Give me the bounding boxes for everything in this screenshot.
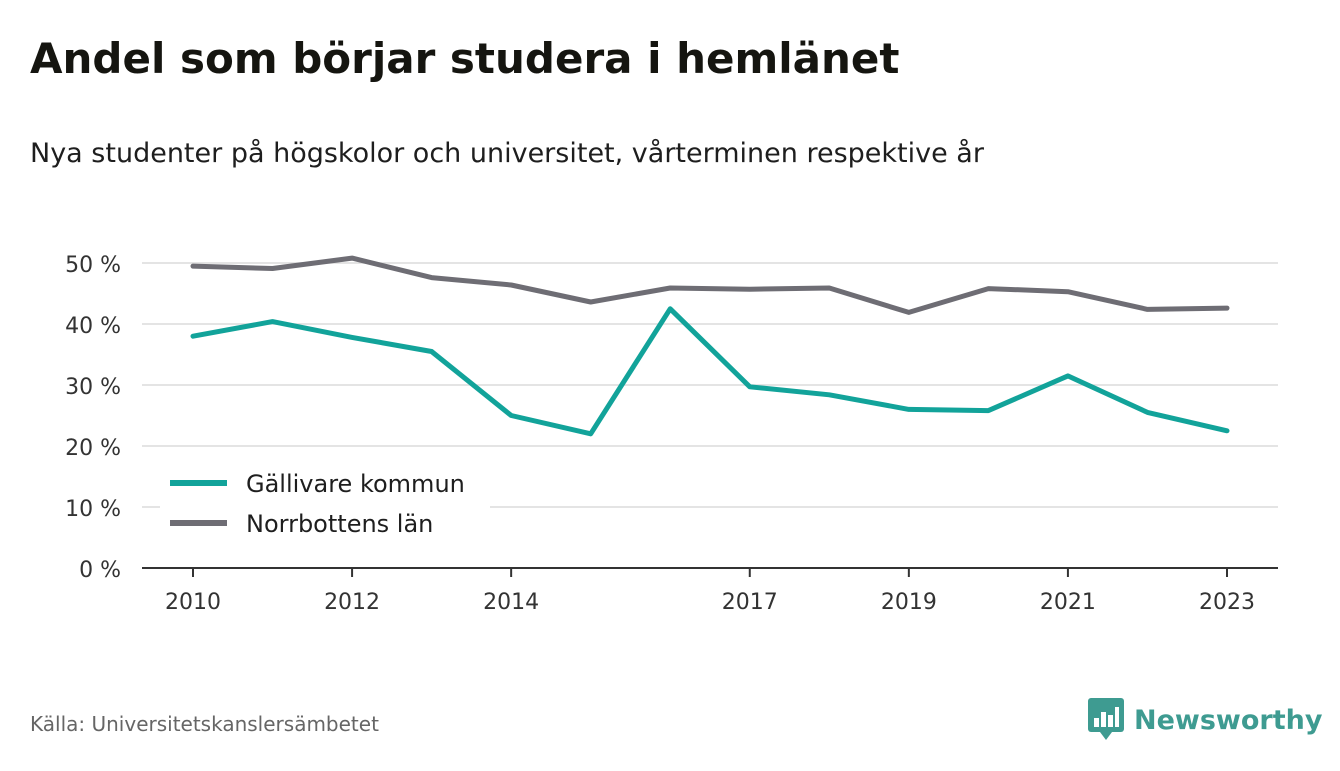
series-lines: [190, 255, 1230, 437]
y-tick-label: 0 %: [79, 558, 121, 583]
x-tick-label: 2017: [722, 590, 778, 615]
newsworthy-bar-chart-icon: [1088, 698, 1124, 740]
brand-logo: Newsworthy: [1088, 698, 1322, 742]
legend-label: Gällivare kommun: [246, 470, 465, 498]
x-tick-label: 2019: [881, 590, 937, 615]
y-tick-label: 10 %: [65, 497, 121, 522]
y-tick-label: 40 %: [65, 314, 121, 339]
x-tick-label: 2021: [1040, 590, 1096, 615]
y-tick-label: 30 %: [65, 375, 121, 400]
legend-background: [160, 462, 490, 544]
legend-label: Norrbottens län: [246, 510, 433, 538]
line-chart: 0 % 10 % 20 % 30 % 40 % 50 % 2010 2012 2014 2017…: [65, 253, 1278, 615]
series-line: [190, 306, 1230, 437]
y-axis-tick-labels: 0 % 10 % 20 % 30 % 40 % 50 %: [65, 253, 121, 583]
chart-subtitle: Nya studenter på högskolor och universit…: [30, 138, 984, 169]
source-note: Källa: Universitetskanslersämbetet: [30, 712, 379, 736]
series-line: [190, 255, 1230, 315]
chart-title: Andel som börjar studera i hemlänet: [30, 34, 900, 83]
x-tick-label: 2023: [1199, 590, 1255, 615]
legend: Gällivare kommun Norrbottens län: [160, 462, 490, 544]
y-tick-label: 50 %: [65, 253, 121, 278]
x-tick-label: 2014: [483, 590, 539, 615]
x-tick-label: 2010: [165, 590, 221, 615]
y-tick-label: 20 %: [65, 436, 121, 461]
brand-name: Newsworthy: [1134, 704, 1323, 736]
x-axis: 2010 2012 2014 2017 2019 2021 2023: [142, 567, 1278, 615]
x-tick-label: 2012: [324, 590, 380, 615]
